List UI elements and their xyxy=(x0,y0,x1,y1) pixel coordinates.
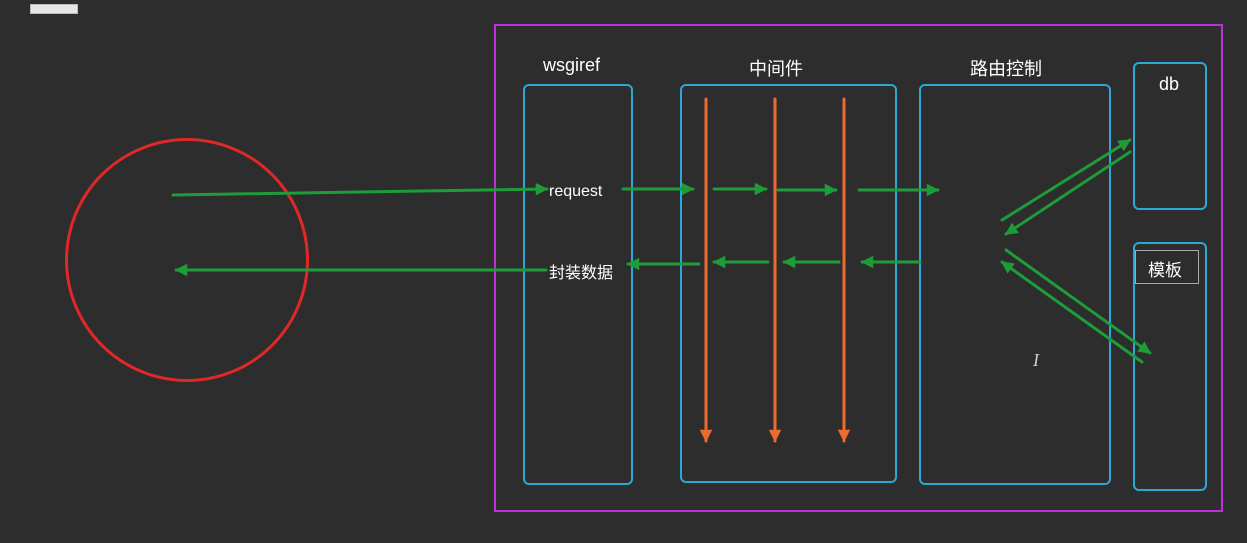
text-cursor-icon: I xyxy=(1033,350,1039,371)
route-title: 路由控制 xyxy=(970,55,1042,81)
client-circle xyxy=(65,138,309,382)
resize-handle xyxy=(30,4,78,14)
db-label: db xyxy=(1159,74,1179,95)
wsgiref-box xyxy=(523,84,633,485)
route-box xyxy=(919,84,1111,485)
wsgiref-title: wsgiref xyxy=(543,55,600,76)
request-label: request xyxy=(549,183,602,201)
response-label: 封装数据 xyxy=(549,259,613,283)
middleware-box xyxy=(680,84,897,483)
diagram-canvas: wsgiref 中间件 路由控制 db request 封装数据 模板 I xyxy=(0,0,1247,543)
template-label: 模板 xyxy=(1148,256,1182,281)
middleware-title: 中间件 xyxy=(749,55,803,81)
